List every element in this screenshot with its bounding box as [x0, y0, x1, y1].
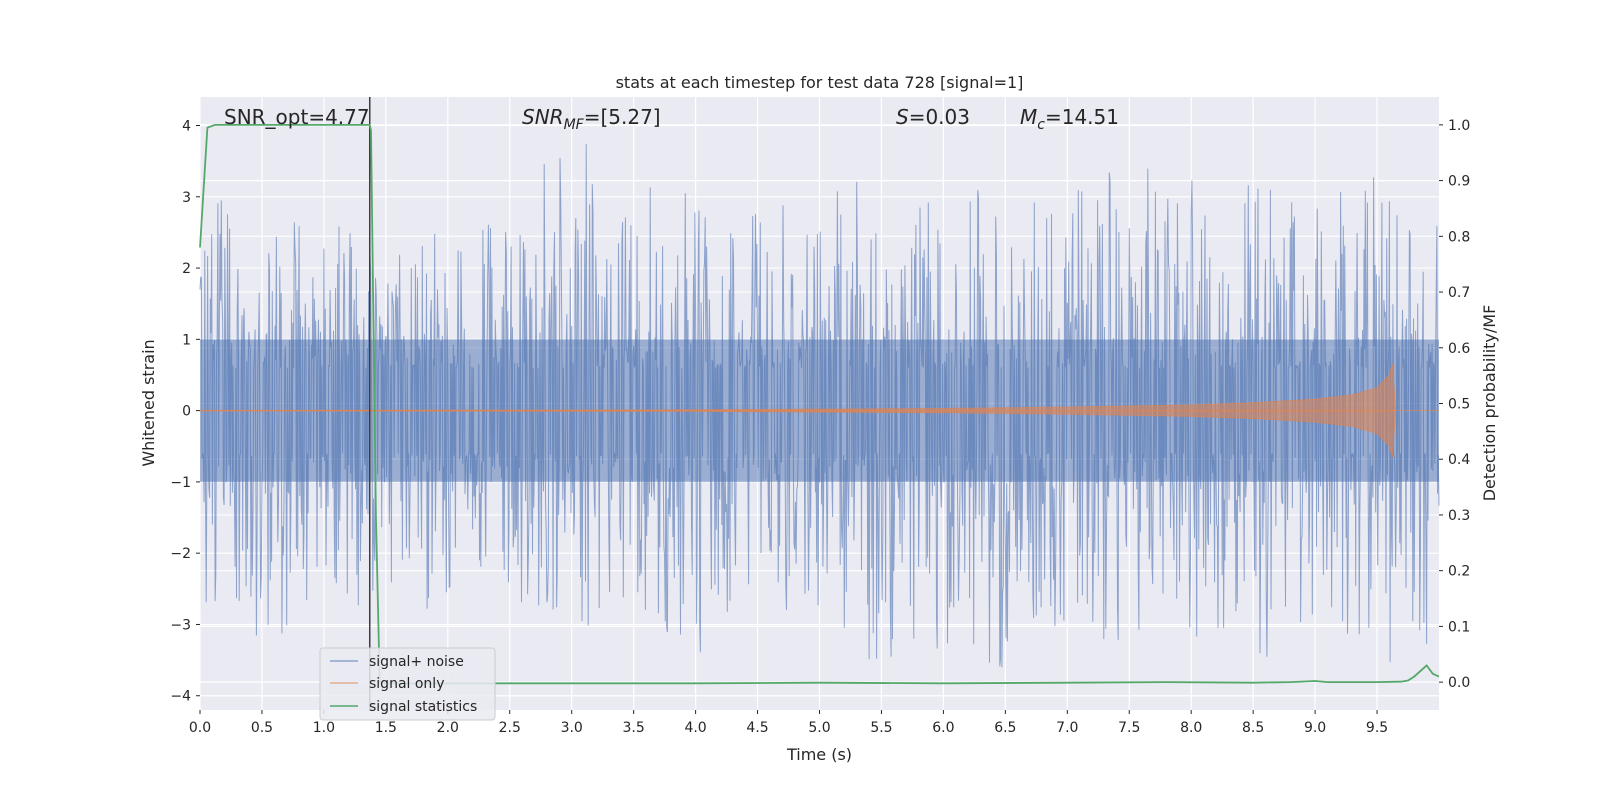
- y-tick-label: 2: [182, 261, 191, 277]
- x-tick-label: 0.5: [251, 720, 273, 736]
- x-tick-label: 2.0: [437, 720, 459, 736]
- annotation-snr-mf: SNRMF=[5.27]: [522, 105, 661, 133]
- x-tick-label: 4.0: [684, 720, 706, 736]
- s-value: =0.03: [909, 105, 970, 129]
- annotation-s: S=0.03: [896, 105, 970, 129]
- chart-title: stats at each timestep for test data 728…: [616, 73, 1024, 92]
- x-tick-label: 8.0: [1180, 720, 1202, 736]
- y-tick-label: −4: [170, 689, 191, 705]
- snr-mf-value: =[5.27]: [584, 105, 661, 129]
- y-tick-labels: −4 −3 −2 −1 0 1 2 3 4: [170, 119, 200, 705]
- legend-label-signal-noise: signal+ noise: [369, 654, 464, 670]
- y-tick-label: −1: [170, 475, 191, 491]
- y-tick-label: 0: [182, 404, 191, 420]
- y-tick-label: −3: [170, 617, 191, 633]
- y-right-tick-label: 0.1: [1448, 619, 1470, 635]
- legend: signal+ noise signal only signal statist…: [319, 647, 496, 721]
- snr-mf-subscript: MF: [564, 117, 585, 133]
- x-tick-label: 0.0: [189, 720, 211, 736]
- y-tick-label: −2: [170, 546, 191, 562]
- mc-subscript: c: [1037, 117, 1045, 133]
- y-axis-label: Whitened strain: [139, 339, 158, 466]
- x-tick-label: 2.5: [499, 720, 521, 736]
- y-right-tick-label: 0.5: [1448, 397, 1470, 413]
- y-right-tick-label: 0.2: [1448, 564, 1470, 580]
- annotation-snr-opt: SNR_opt=4.77: [224, 105, 370, 129]
- y-right-tick-label: 0.9: [1448, 174, 1470, 190]
- annotation-mc: Mc=14.51: [1020, 105, 1119, 133]
- x-tick-label: 5.5: [870, 720, 892, 736]
- legend-label-signal-only: signal only: [369, 676, 444, 692]
- x-tick-label: 1.5: [375, 720, 397, 736]
- legend-label-signal-statistics: signal statistics: [369, 699, 477, 715]
- x-tick-label: 4.5: [746, 720, 768, 736]
- x-tick-label: 6.0: [932, 720, 954, 736]
- x-tick-labels: 0.0 0.5 1.0 1.5 2.0 2.5 3.0 3.5 4.0 4.5 5.0 5.5 6.0 6…: [189, 710, 1388, 736]
- y-right-tick-label: 0.7: [1448, 285, 1470, 301]
- mc-symbol: M: [1020, 105, 1037, 129]
- series-signal-statistics: [199, 124, 1440, 685]
- legend-box: [319, 647, 496, 721]
- signal-statistics-line: [199, 124, 1440, 685]
- y-right-tick-label: 1.0: [1448, 118, 1470, 134]
- x-tick-label: 6.5: [994, 720, 1016, 736]
- y-tick-label: 3: [182, 190, 191, 206]
- x-tick-label: 7.0: [1056, 720, 1078, 736]
- x-tick-label: 3.0: [561, 720, 583, 736]
- y-tick-label: 1: [182, 332, 191, 348]
- mc-value: =14.51: [1045, 105, 1119, 129]
- x-tick-label: 9.0: [1304, 720, 1326, 736]
- y-right-tick-label: 0.8: [1448, 229, 1470, 245]
- x-tick-label: 3.5: [623, 720, 645, 736]
- y-right-axis-label: Detection probability/MF: [1480, 305, 1499, 502]
- y-right-tick-label: 0.0: [1448, 675, 1470, 691]
- x-tick-label: 1.0: [313, 720, 335, 736]
- signal-noise-line: [199, 144, 1440, 668]
- x-tick-label: 8.5: [1242, 720, 1264, 736]
- snr-mf-symbol: SNR: [522, 105, 564, 129]
- y-right-tick-labels: 0.0 0.1 0.2 0.3 0.4 0.5 0.6 0.7 0.8 0.9 1.0: [1439, 118, 1470, 691]
- x-tick-label: 7.5: [1118, 720, 1140, 736]
- s-symbol: S: [896, 105, 909, 129]
- x-tick-label: 5.0: [808, 720, 830, 736]
- y-right-tick-label: 0.3: [1448, 508, 1470, 524]
- y-right-tick-label: 0.4: [1448, 452, 1470, 468]
- y-right-tick-label: 0.6: [1448, 341, 1470, 357]
- y-tick-label: 4: [182, 119, 191, 135]
- x-axis-label: Time (s): [786, 745, 852, 764]
- x-tick-label: 9.5: [1366, 720, 1388, 736]
- series-signal-only: [200, 363, 1439, 458]
